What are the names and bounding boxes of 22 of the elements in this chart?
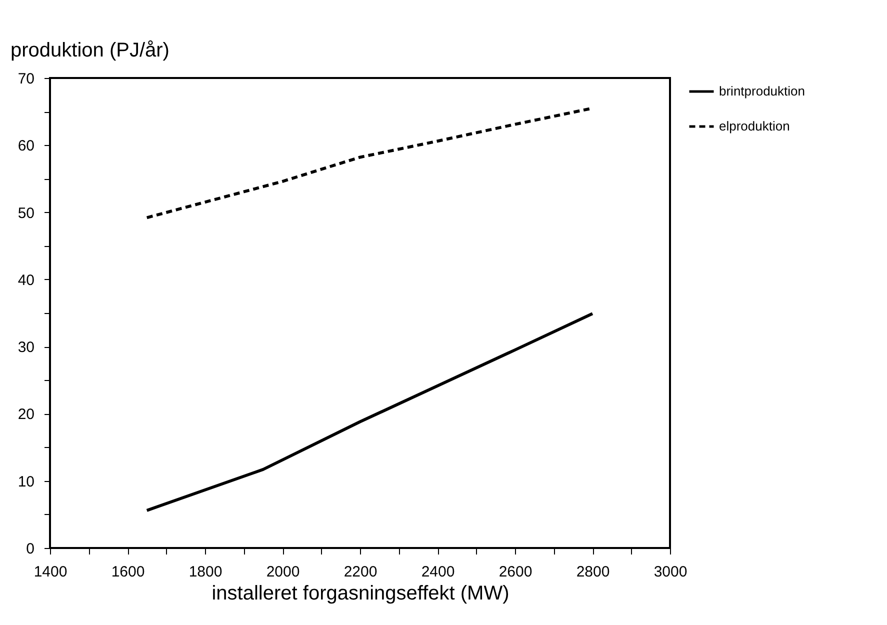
line-series xyxy=(145,312,594,512)
y-tick-label: 0 xyxy=(26,540,34,558)
y-tick-label: 40 xyxy=(18,272,34,289)
y-tick-label: 20 xyxy=(18,406,34,424)
legend-label: brintproduktion xyxy=(719,84,805,98)
y-tick-label: 30 xyxy=(18,339,34,356)
x-tick-label: 2800 xyxy=(576,564,610,580)
x-tick-label: 2000 xyxy=(266,564,300,580)
x-tick-label: 2200 xyxy=(344,564,378,580)
y-tick-label: 10 xyxy=(18,473,34,490)
y-tick-label: 50 xyxy=(18,204,34,222)
x-axis-title: installeret forgasningseffekt (MW) xyxy=(212,582,510,604)
x-tick-label: 1800 xyxy=(188,564,222,580)
y-tick-label: 70 xyxy=(18,70,34,88)
x-tick-label: 3000 xyxy=(654,564,688,580)
x-tick-label: 2600 xyxy=(498,564,532,580)
x-tick-label: 2400 xyxy=(421,564,455,580)
y-tick-label: 60 xyxy=(18,138,34,155)
x-tick-label: 1400 xyxy=(34,564,68,580)
y-axis-title: produktion (PJ/år) xyxy=(10,40,170,62)
x-tick-label: 1600 xyxy=(111,564,145,580)
legend-label: elproduktion xyxy=(719,118,790,134)
